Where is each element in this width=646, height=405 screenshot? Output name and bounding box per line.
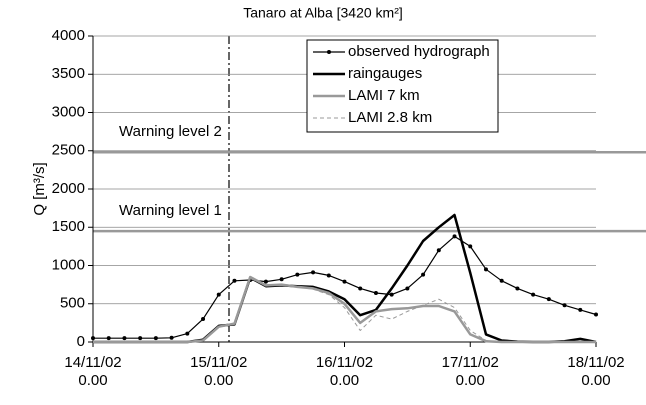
series-marker bbox=[562, 303, 567, 308]
y-tick-label: 4000 bbox=[52, 27, 85, 44]
legend-marker bbox=[327, 50, 331, 54]
y-tick-label: 500 bbox=[60, 295, 85, 312]
y-tick-label: 0 bbox=[77, 333, 85, 350]
series-marker bbox=[531, 292, 536, 297]
series-marker bbox=[138, 336, 143, 341]
warning-label: Warning level 1 bbox=[119, 202, 222, 219]
x-tick-label: 14/11/02 0.00 bbox=[64, 354, 122, 389]
y-tick-label: 3500 bbox=[52, 65, 85, 82]
y-tick-label: 2000 bbox=[52, 180, 85, 197]
series-marker bbox=[326, 273, 331, 278]
series-marker bbox=[91, 336, 95, 341]
series-line bbox=[93, 213, 597, 344]
legend-label: observed hydrograph bbox=[348, 43, 490, 60]
legend-label: raingauges bbox=[348, 65, 422, 82]
series-marker bbox=[311, 270, 316, 275]
series-marker bbox=[373, 291, 378, 296]
y-tick-label: 3000 bbox=[52, 103, 85, 120]
series-line bbox=[93, 278, 596, 343]
series-marker bbox=[499, 278, 504, 283]
series-marker bbox=[421, 272, 426, 277]
y-tick-label: 2500 bbox=[52, 142, 85, 159]
x-tick-label: 16/11/02 0.00 bbox=[315, 354, 374, 389]
series-marker bbox=[232, 278, 237, 283]
legend-box bbox=[306, 39, 499, 133]
series-marker bbox=[483, 267, 488, 272]
series-marker bbox=[185, 331, 190, 336]
series-line bbox=[93, 275, 596, 344]
series-marker bbox=[389, 292, 394, 297]
chart-title: Tanaro at Alba [3420 km²] bbox=[243, 5, 403, 21]
series-marker bbox=[216, 292, 221, 297]
series-marker bbox=[358, 286, 363, 291]
legend-label: LAMI 2.8 km bbox=[348, 109, 432, 126]
y-axis-label: Q [m³/s] bbox=[31, 162, 48, 215]
series-marker bbox=[263, 279, 268, 284]
series-marker bbox=[295, 272, 300, 277]
series-marker bbox=[279, 277, 284, 282]
series-marker bbox=[405, 286, 410, 291]
series-marker bbox=[106, 336, 111, 341]
series-marker bbox=[122, 336, 127, 341]
series-marker bbox=[436, 248, 441, 253]
legend-label: LAMI 7 km bbox=[348, 87, 420, 104]
series-marker bbox=[169, 335, 174, 340]
y-tick-label: 1500 bbox=[52, 218, 85, 235]
series-marker bbox=[515, 286, 520, 291]
x-tick-label: 18/11/02 0.00 bbox=[567, 354, 625, 389]
series-marker bbox=[153, 336, 158, 341]
y-tick-label: 1000 bbox=[52, 256, 85, 273]
series-marker bbox=[594, 312, 598, 317]
x-tick-label: 17/11/02 0.00 bbox=[441, 354, 499, 389]
warning-label: Warning level 2 bbox=[119, 123, 222, 140]
x-tick-label: 15/11/02 0.00 bbox=[190, 354, 248, 389]
series-marker bbox=[342, 279, 347, 284]
series-marker bbox=[452, 234, 457, 239]
series-marker bbox=[546, 297, 551, 302]
series-marker bbox=[578, 307, 583, 312]
series-marker bbox=[201, 317, 206, 322]
series-marker bbox=[468, 244, 473, 249]
series-line bbox=[93, 235, 597, 339]
